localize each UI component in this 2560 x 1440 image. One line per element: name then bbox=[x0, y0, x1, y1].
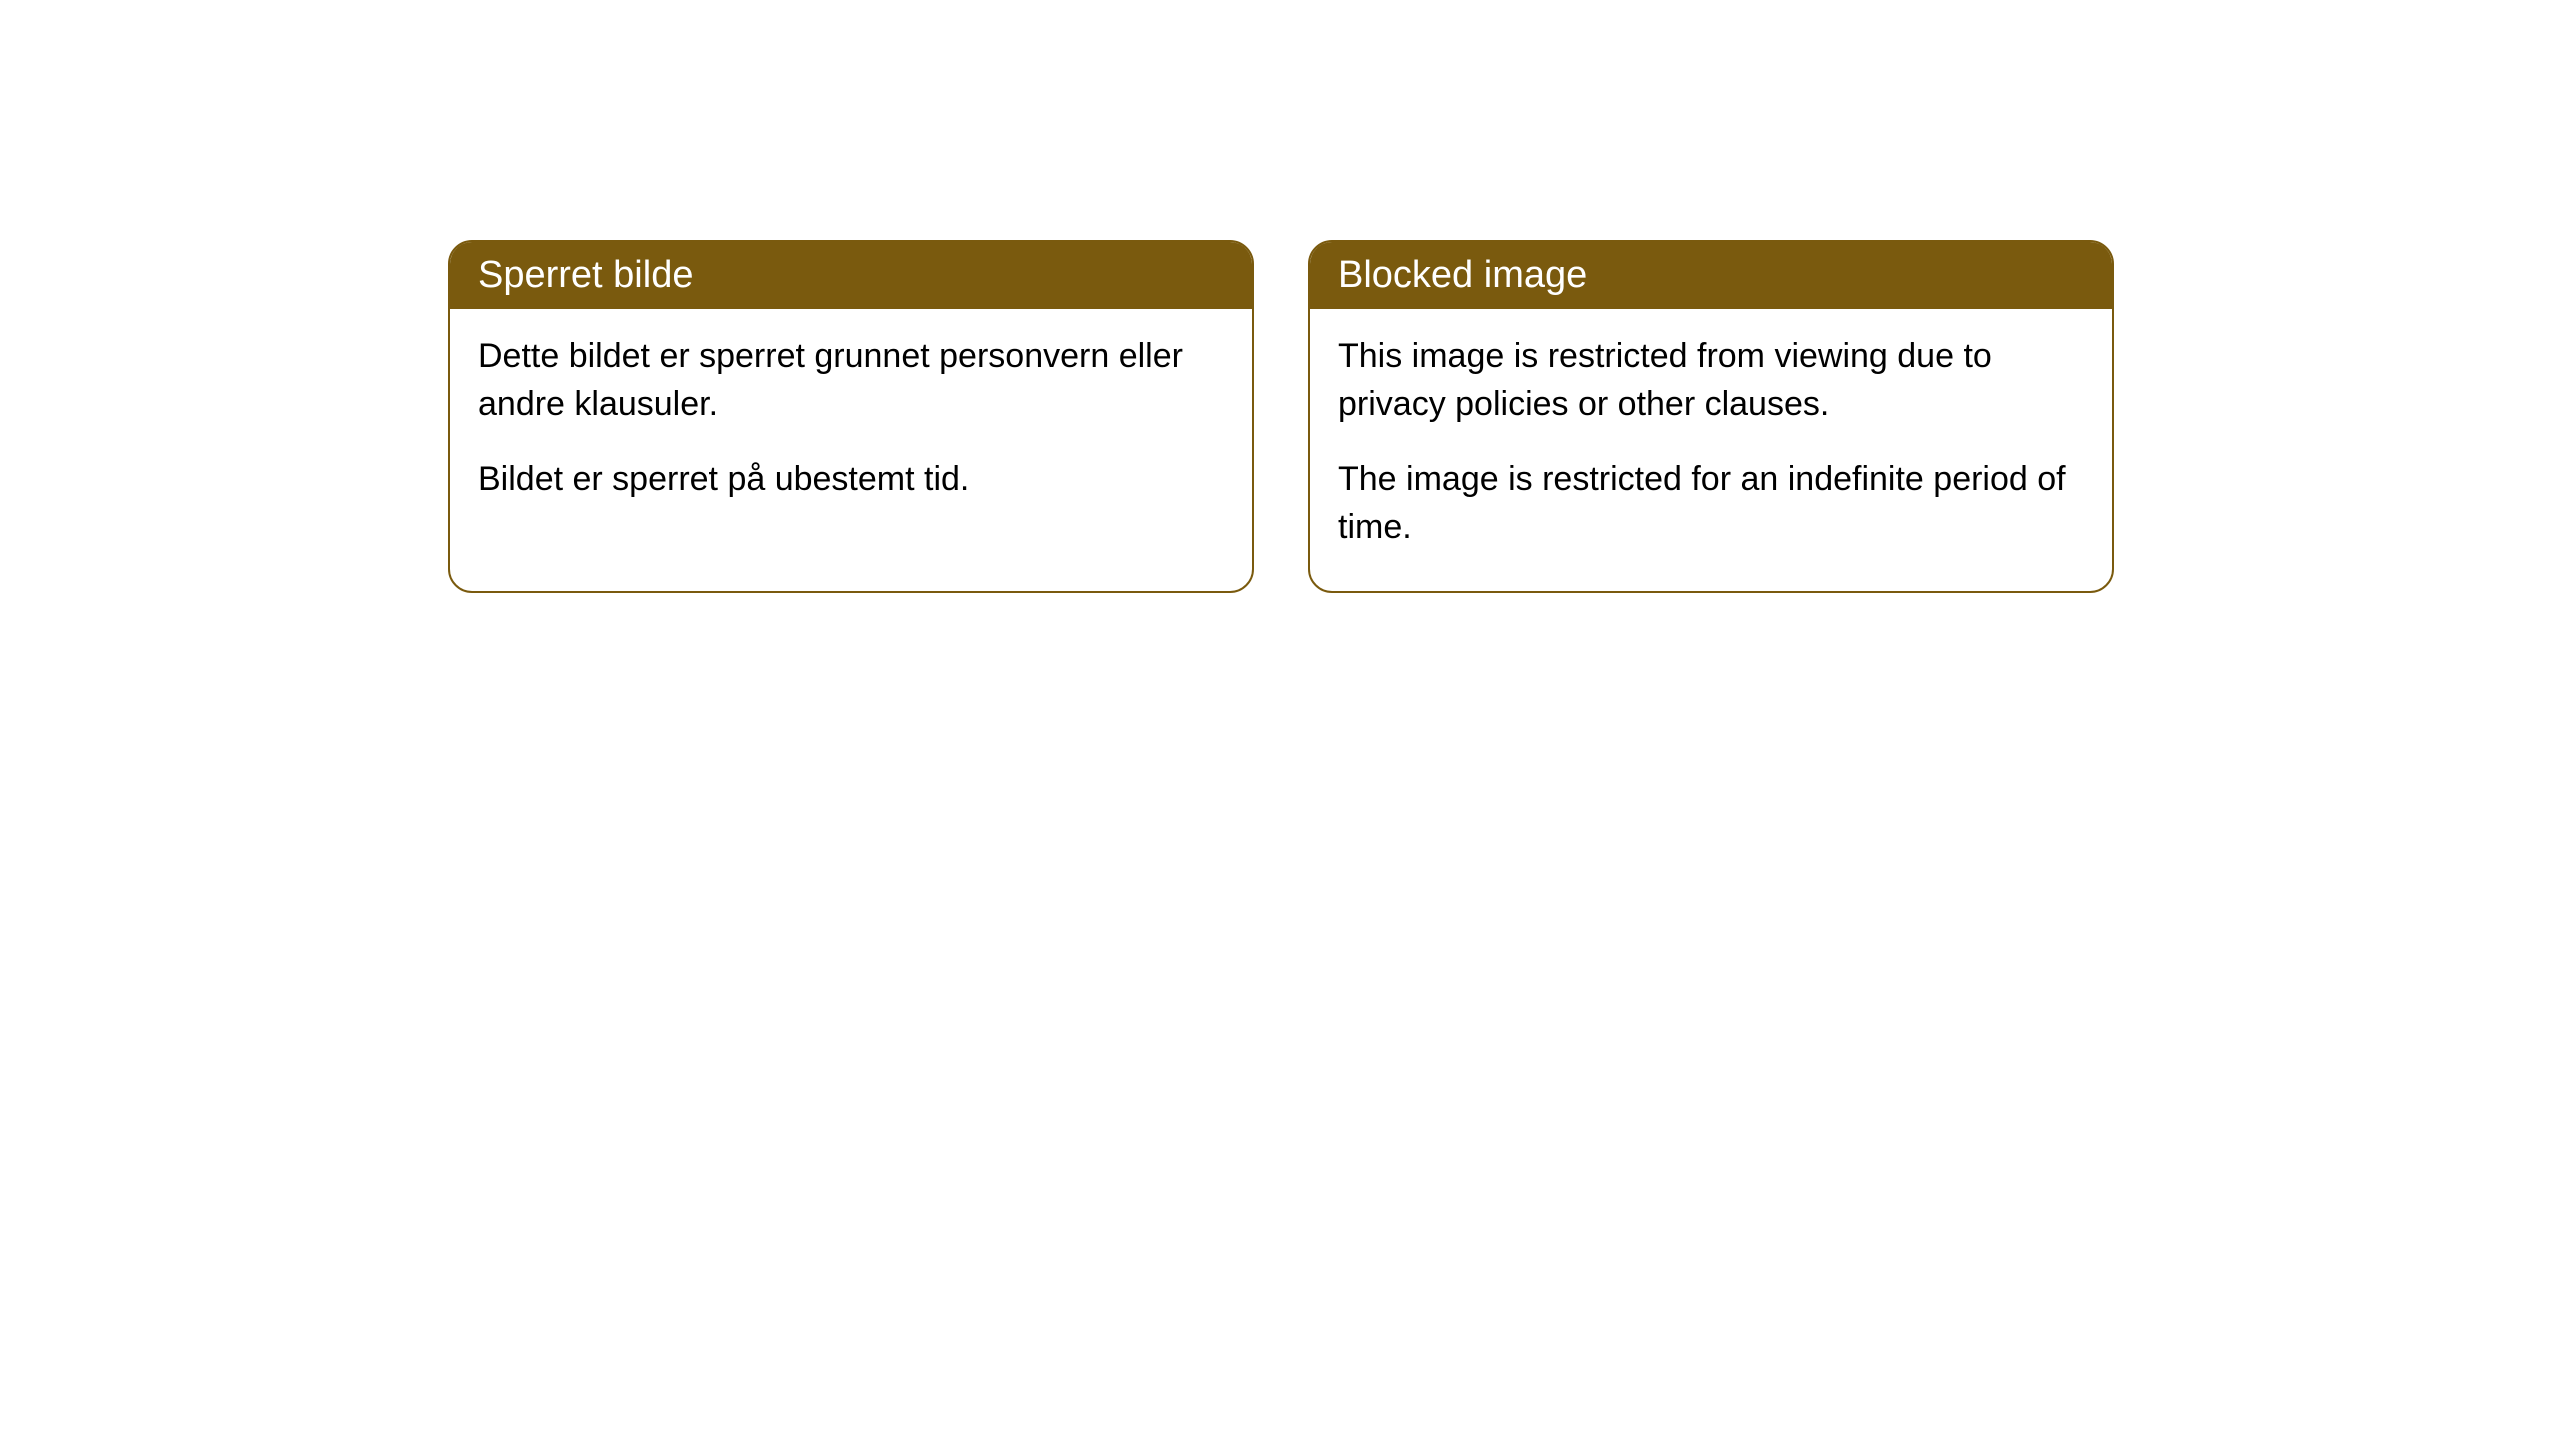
card-norwegian: Sperret bilde Dette bildet er sperret gr… bbox=[448, 240, 1254, 593]
card-header-norwegian: Sperret bilde bbox=[450, 242, 1252, 309]
card-paragraph: This image is restricted from viewing du… bbox=[1338, 333, 2084, 428]
card-title-english: Blocked image bbox=[1338, 254, 1587, 296]
card-english: Blocked image This image is restricted f… bbox=[1308, 240, 2114, 593]
cards-container: Sperret bilde Dette bildet er sperret gr… bbox=[448, 240, 2114, 593]
card-title-norwegian: Sperret bilde bbox=[478, 254, 693, 296]
card-body-english: This image is restricted from viewing du… bbox=[1310, 309, 2112, 591]
card-body-norwegian: Dette bildet er sperret grunnet personve… bbox=[450, 309, 1252, 544]
card-header-english: Blocked image bbox=[1310, 242, 2112, 309]
card-paragraph: Dette bildet er sperret grunnet personve… bbox=[478, 333, 1224, 428]
card-paragraph: The image is restricted for an indefinit… bbox=[1338, 456, 2084, 551]
card-paragraph: Bildet er sperret på ubestemt tid. bbox=[478, 456, 1224, 504]
